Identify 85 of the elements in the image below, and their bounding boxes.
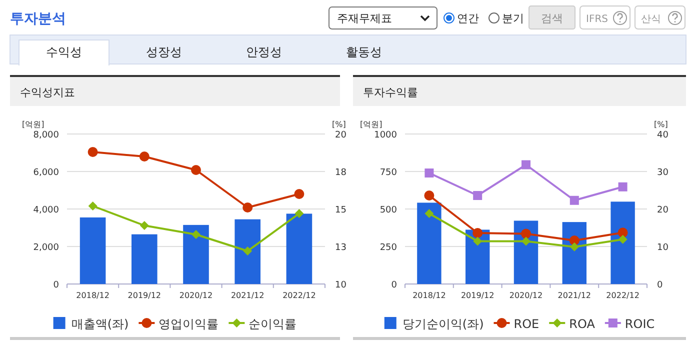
text: IFRS <box>586 14 608 25</box>
y-tick-label: 8,000 <box>33 130 60 140</box>
text: 연간 <box>457 12 479 25</box>
text: 안정성 <box>246 45 282 59</box>
x-tick-label: 2018/12 <box>412 291 446 300</box>
x-tick-label: 2022/12 <box>282 291 316 300</box>
point <box>139 152 150 162</box>
y2-axis-title: [%] <box>332 120 346 129</box>
point <box>243 246 252 256</box>
legend-label: 영업이익률 <box>158 317 219 331</box>
legend-label: ROE <box>514 317 540 331</box>
y2-tick-label: 13 <box>335 243 346 253</box>
y-tick-label: 2,000 <box>33 243 60 253</box>
y-tick-label: 4,000 <box>33 206 60 216</box>
legend-label: 순이익률 <box>248 317 297 331</box>
x-tick-label: 2019/12 <box>128 291 162 300</box>
legend-label: ROA <box>569 317 596 331</box>
point <box>618 234 628 244</box>
chart-title: 수익성지표 <box>20 86 75 99</box>
y-tick-label: 1000 <box>374 130 398 140</box>
x-tick-label: 2019/12 <box>460 291 494 300</box>
x-tick-label: 2020/12 <box>179 291 213 300</box>
y-tick-label: 0 <box>391 280 398 290</box>
point <box>522 236 530 246</box>
y2-tick-label: 18 <box>335 168 347 178</box>
point <box>522 160 530 170</box>
point <box>294 189 304 199</box>
x-tick-label: 2022/12 <box>606 291 640 300</box>
point <box>472 228 483 238</box>
x-tick-label: 2020/12 <box>509 291 543 300</box>
point <box>88 147 98 157</box>
y2-tick-label: 0 <box>657 280 663 290</box>
y2-tick-label: 20 <box>335 130 347 140</box>
y-tick-label: 750 <box>380 168 398 178</box>
point <box>424 168 434 178</box>
bar <box>80 217 106 284</box>
text: 산식 <box>641 14 661 25</box>
y2-tick-label: 10 <box>335 280 347 290</box>
y2-tick-label: 40 <box>657 130 669 140</box>
point <box>424 190 434 200</box>
y-tick-label: 0 <box>53 280 60 290</box>
y2-axis-title: [%] <box>654 120 668 129</box>
point <box>618 228 628 238</box>
bar <box>417 202 442 284</box>
text: 성장성 <box>146 45 182 59</box>
text: 검색 <box>541 12 563 25</box>
text: 활동성 <box>346 45 382 59</box>
y-tick-label: 500 <box>380 206 398 216</box>
y2-tick-label: 30 <box>657 168 669 178</box>
x-tick-label: 2021/12 <box>230 291 264 300</box>
text: 주재무제표 <box>337 12 392 25</box>
y-tick-label: 250 <box>380 243 398 253</box>
point <box>191 165 201 175</box>
point <box>294 209 304 218</box>
text: 분기 <box>502 12 524 25</box>
bar <box>286 214 312 284</box>
x-tick-label: 2018/12 <box>76 291 110 300</box>
bar <box>234 219 260 284</box>
y2-tick-label: 20 <box>657 206 669 216</box>
y2-tick-label: 10 <box>657 243 669 253</box>
point <box>570 196 579 205</box>
point <box>242 202 253 212</box>
point <box>570 242 579 252</box>
point <box>618 182 628 192</box>
point <box>88 202 98 210</box>
point <box>192 230 200 239</box>
x-tick-label: 2021/12 <box>558 291 592 300</box>
chart-title: 투자수익률 <box>363 86 418 99</box>
y-axis-title: [억원] <box>22 120 44 129</box>
point <box>424 209 434 218</box>
y-axis-title: [억원] <box>360 120 382 129</box>
legend-label: ROIC <box>624 317 655 331</box>
y2-tick-label: 15 <box>335 206 346 216</box>
point <box>140 221 149 230</box>
bar <box>132 234 158 284</box>
text: 투자분석 <box>10 11 66 27</box>
legend-label: 당기순이익(좌) <box>402 317 484 331</box>
bar <box>183 224 209 284</box>
legend-label: 매출액(좌) <box>71 317 129 331</box>
point <box>521 228 531 239</box>
point <box>473 191 482 200</box>
point <box>473 236 482 246</box>
text: 수익성 <box>46 45 82 59</box>
y-tick-label: 6,000 <box>33 168 60 178</box>
bar <box>610 202 635 284</box>
